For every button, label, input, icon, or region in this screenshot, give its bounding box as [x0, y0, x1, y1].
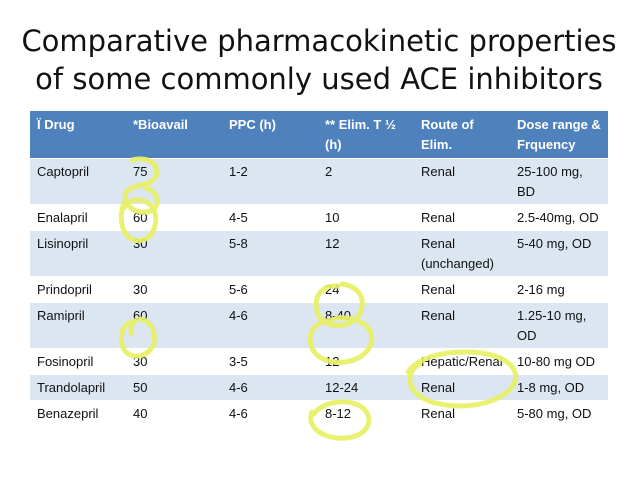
cell-dose: 1-8 mg, OD — [517, 380, 585, 395]
cell-route: Renal — [421, 210, 455, 225]
cell-drug: Prindopril — [37, 282, 92, 297]
table-row: Lisinopril 30 5-8 12 Renal (unchanged) 5… — [30, 230, 608, 277]
header-drug: Ï Drug — [37, 117, 75, 132]
table-row: Benazepril 40 4-6 8-12 Renal 5-80 mg, OD — [30, 400, 608, 426]
cell-half-life: 2 — [325, 164, 333, 179]
cell-bioavailability: 75 — [133, 164, 148, 179]
cell-bioavailability: 40 — [133, 406, 148, 421]
cell-dose: 2-16 mg — [517, 282, 565, 297]
cell-drug: Ramipril — [37, 308, 85, 323]
cell-bioavailability: 30 — [133, 236, 148, 251]
table-row: Fosinopril 30 3-5 12 Hepatic/Renal 10-80… — [30, 348, 608, 375]
cell-dose: 1.25-10 mg, OD — [517, 308, 587, 343]
cell-route: Hepatic/Renal — [421, 354, 503, 369]
table-row: Captopril 75 1-2 2 Renal 25-100 mg, BD — [30, 158, 608, 205]
cell-route: Renal — [421, 308, 455, 323]
cell-route: Renal (unchanged) — [421, 236, 494, 271]
cell-half-life: 8-40 — [325, 308, 352, 323]
slide-title-line-2: of some commonly used ACE inhibitors — [35, 62, 603, 96]
cell-route: Renal — [421, 380, 455, 395]
cell-ppc: 4-6 — [229, 380, 248, 395]
cell-drug: Fosinopril — [37, 354, 94, 369]
table-row: Enalapril 60 4-5 10 Renal 2.5-40mg, OD — [30, 204, 608, 231]
cell-ppc: 4-5 — [229, 210, 248, 225]
cell-half-life: 24 — [325, 282, 340, 297]
cell-bioavailability: 30 — [133, 354, 148, 369]
cell-dose: 2.5-40mg, OD — [517, 210, 599, 225]
slide-title: Comparative pharmacokinetic properties o… — [0, 22, 638, 98]
cell-half-life: 12 — [325, 354, 340, 369]
cell-half-life: 12 — [325, 236, 340, 251]
header-ppc: PPC (h) — [229, 117, 276, 132]
cell-dose: 10-80 mg OD — [517, 354, 596, 369]
table-row: Trandolapril 50 4-6 12-24 Renal 1-8 mg, … — [30, 374, 608, 401]
cell-half-life: 10 — [325, 210, 340, 225]
cell-drug: Trandolapril — [37, 380, 106, 395]
cell-ppc: 4-6 — [229, 308, 248, 323]
cell-ppc: 5-8 — [229, 236, 248, 251]
cell-route: Renal — [421, 282, 455, 297]
cell-half-life: 8-12 — [325, 406, 352, 421]
cell-ppc: 3-5 — [229, 354, 248, 369]
table-header-row: Ï Drug *Bioavail PPC (h) ** Elim. T ½ (h… — [30, 111, 608, 159]
slide-title-line-1: Comparative pharmacokinetic properties — [21, 24, 617, 58]
cell-drug: Lisinopril — [37, 236, 89, 251]
table-row: Ramipril 60 4-6 8-40 Renal 1.25-10 mg, O… — [30, 302, 608, 349]
header-dose-range: Dose range & Frquency — [517, 117, 601, 152]
cell-dose: 5-40 mg, OD — [517, 236, 592, 251]
cell-route: Renal — [421, 164, 455, 179]
cell-ppc: 4-6 — [229, 406, 248, 421]
cell-half-life: 12-24 — [325, 380, 359, 395]
cell-ppc: 1-2 — [229, 164, 248, 179]
cell-ppc: 5-6 — [229, 282, 248, 297]
cell-bioavailability: 50 — [133, 380, 148, 395]
cell-drug: Benazepril — [37, 406, 99, 421]
cell-bioavailability: 30 — [133, 282, 148, 297]
cell-route: Renal — [421, 406, 455, 421]
cell-drug: Enalapril — [37, 210, 88, 225]
cell-drug: Captopril — [37, 164, 90, 179]
header-route-of-elimination: Route of Elim. — [421, 117, 474, 152]
cell-dose: 25-100 mg, BD — [517, 164, 583, 199]
cell-bioavailability: 60 — [133, 210, 148, 225]
table-row: Prindopril 30 5-6 24 Renal 2-16 mg — [30, 276, 608, 303]
header-bioavailability: *Bioavail — [133, 117, 188, 132]
header-elimination-half-life: ** Elim. T ½ (h) — [325, 117, 396, 152]
cell-bioavailability: 60 — [133, 308, 148, 323]
ace-inhibitor-table: Ï Drug *Bioavail PPC (h) ** Elim. T ½ (h… — [30, 111, 608, 426]
cell-dose: 5-80 mg, OD — [517, 406, 592, 421]
